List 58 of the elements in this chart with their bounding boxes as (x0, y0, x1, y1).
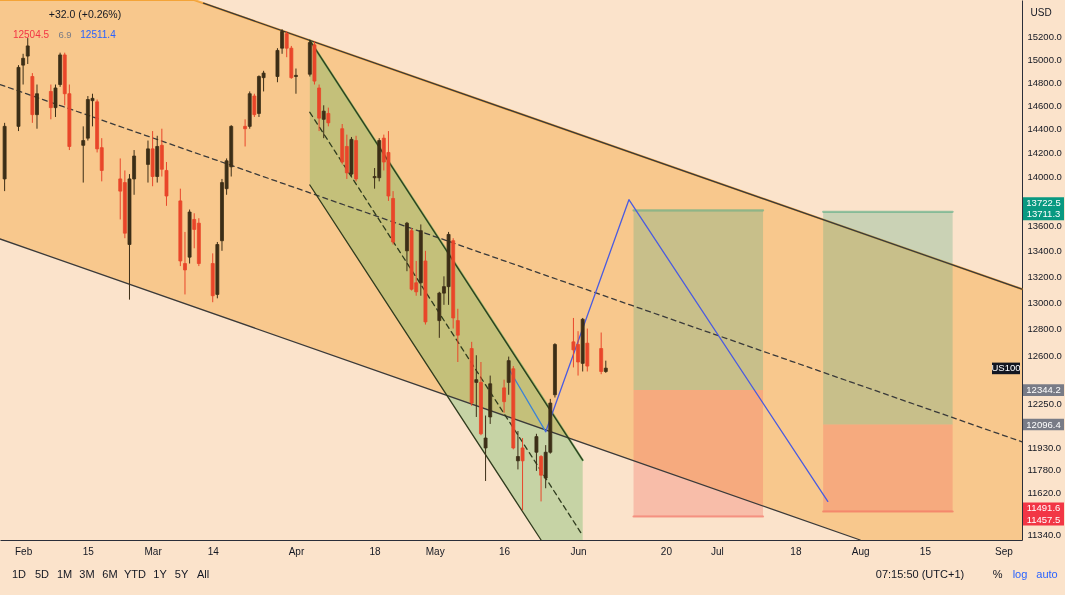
y-tick-label: 12250.0 (1027, 397, 1062, 409)
x-tick-label: 20 (660, 545, 673, 557)
y-axis-title: USD (1030, 6, 1052, 18)
y-tick-label: 13400.0 (1027, 245, 1062, 257)
y-tick-label: 14800.0 (1027, 76, 1062, 88)
text: 1D (11, 568, 27, 580)
y-tick-label: 12600.0 (1027, 349, 1062, 361)
text: log (1012, 568, 1028, 580)
x-tick-label: 18 (369, 545, 382, 557)
x-tick-label: Jun (570, 545, 587, 557)
text: All (196, 568, 210, 580)
text: 1Y (153, 568, 168, 580)
text: 5Y (174, 568, 189, 580)
y-tick-label: 13200.0 (1027, 270, 1062, 282)
y-tick-label: 11620.0 (1027, 487, 1062, 499)
text: 3M (79, 568, 95, 580)
text: % (992, 568, 1003, 580)
y-tick-label: 14000.0 (1027, 171, 1062, 183)
text: 13722.5 (1026, 197, 1061, 209)
x-tick-label: 18 (790, 545, 802, 557)
x-tick-label: Mar (144, 545, 163, 557)
annotation: 12504.5 (12, 29, 50, 40)
x-tick-label: Aug (851, 545, 870, 557)
annotation: 12511.4 (80, 29, 117, 40)
x-tick-label: 15 (919, 545, 932, 557)
text: 13711.3 (1026, 208, 1061, 220)
y-tick-label: 14200.0 (1027, 146, 1062, 158)
x-tick-label: Apr (288, 545, 305, 557)
x-tick-label: Feb (15, 545, 33, 557)
text: 5D (34, 568, 50, 580)
x-tick-label: Sep (995, 545, 1014, 557)
text: 12344.2 (1026, 384, 1061, 396)
annotation: 6.9 (58, 29, 72, 40)
x-tick-label: May (425, 545, 445, 557)
y-tick-label: 15000.0 (1027, 53, 1062, 65)
text: auto (1036, 568, 1058, 580)
x-tick-label: 15 (82, 545, 95, 557)
y-tick-label: 11780.0 (1027, 463, 1062, 475)
text: 11457.5 (1026, 513, 1061, 525)
y-tick-label: 13000.0 (1027, 296, 1062, 308)
y-tick-label: 11930.0 (1027, 442, 1062, 454)
y-tick-label: 11340.0 (1027, 528, 1062, 540)
annotation: +32.0 (+0.26%) (48, 8, 122, 20)
text: 11491.6 (1026, 502, 1061, 514)
y-tick-label: 14600.0 (1027, 99, 1062, 111)
y-tick-label: 12800.0 (1027, 323, 1062, 335)
text: 12096.4 (1026, 418, 1061, 430)
text: 6M (102, 568, 118, 580)
y-tick-label: 13600.0 (1027, 220, 1062, 232)
y-tick-label: 15200.0 (1027, 31, 1062, 43)
y-tick-label: 14400.0 (1027, 123, 1062, 135)
text: 07:15:50 (UTC+1) (875, 568, 965, 580)
x-tick-label: 16 (499, 545, 511, 557)
x-tick-label: Jul (710, 545, 724, 557)
x-tick-label: 14 (207, 545, 220, 557)
text: YTD (124, 568, 147, 580)
annotation: US100 (991, 362, 1021, 374)
text: 1M (56, 568, 73, 580)
